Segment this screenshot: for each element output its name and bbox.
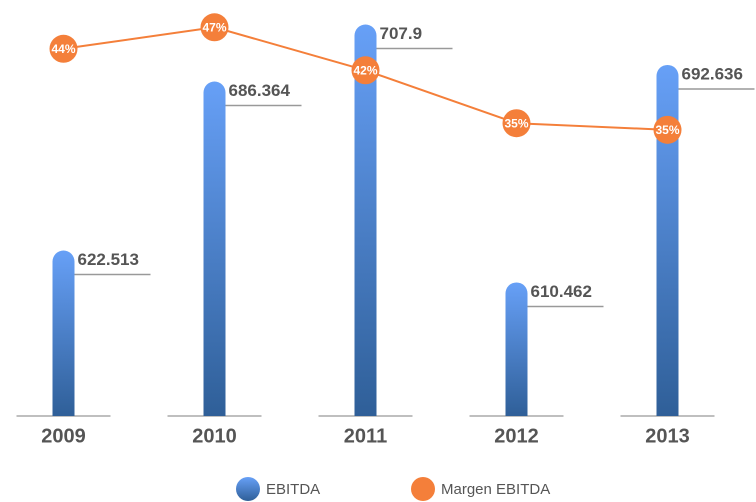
line-point xyxy=(49,34,78,63)
x-tick-label: 2010 xyxy=(192,425,237,447)
bar xyxy=(505,282,528,416)
x-tick-label: 2012 xyxy=(494,425,539,447)
line-point xyxy=(200,13,229,42)
line-point xyxy=(502,109,531,138)
x-tick-label: 2009 xyxy=(41,425,86,447)
value-label: 686.364 xyxy=(229,81,291,100)
value-label: 692.636 xyxy=(682,64,743,83)
bar xyxy=(203,81,226,417)
x-tick-label: 2011 xyxy=(344,425,387,447)
line-point xyxy=(653,115,682,144)
value-label: 610.462 xyxy=(531,282,592,301)
value-label: 44% xyxy=(51,42,75,56)
value-label: 622.513 xyxy=(78,250,139,269)
legend-swatch xyxy=(236,477,260,501)
bar xyxy=(52,250,75,416)
value-label: 47% xyxy=(202,20,226,34)
legend-label: EBITDA xyxy=(266,481,320,498)
x-tick-label: 2013 xyxy=(645,425,690,447)
legend-swatch xyxy=(411,477,435,501)
bar xyxy=(656,64,679,416)
legend-label: Margen EBITDA xyxy=(441,481,550,498)
bar xyxy=(354,24,377,417)
value-label: 35% xyxy=(655,123,679,137)
value-label: 35% xyxy=(504,116,528,130)
line-point xyxy=(351,56,380,85)
value-label: 42% xyxy=(353,63,377,77)
value-label: 707.9 xyxy=(380,24,423,43)
